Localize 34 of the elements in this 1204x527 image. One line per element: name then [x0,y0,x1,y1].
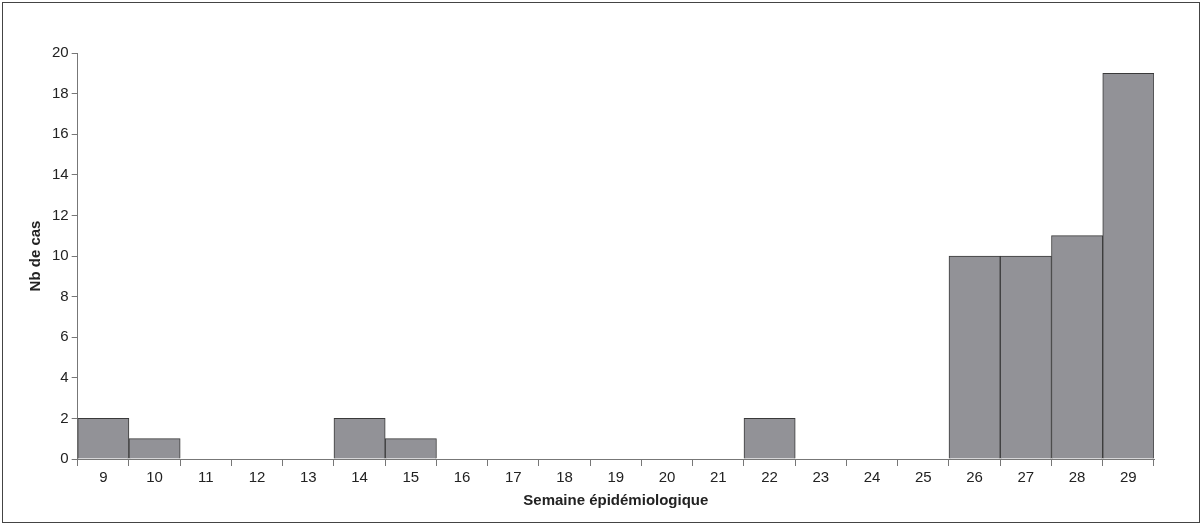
x-tick-label: 27 [1017,468,1035,486]
x-tick-label: 11 [198,468,214,486]
y-tick-label: 16 [52,124,69,142]
x-tick-label: 25 [915,468,932,486]
x-tick-label: 19 [607,468,625,486]
x-tick-label: 14 [351,468,368,486]
y-tick-label: 12 [52,205,69,223]
y-tick-label: 18 [52,83,69,101]
x-tick-label: 18 [556,468,573,486]
y-tick-label: 8 [60,286,69,304]
x-tick-label: 21 [710,468,727,486]
x-tick-label: 17 [504,468,522,486]
y-tick-label: 14 [52,164,69,182]
x-tick-label: 24 [863,468,881,486]
y-tick-label: 10 [52,246,69,264]
x-tick-label: 26 [966,468,983,486]
y-tick-label: 6 [60,327,69,345]
y-tick-label: 0 [60,449,69,467]
x-tick-label: 22 [761,468,778,486]
x-tick-label: 15 [402,468,420,486]
x-tick-label: 20 [658,468,676,486]
x-axis-title: Semaine épidémiologique [523,491,709,509]
y-tick-label: 4 [60,367,69,385]
y-tick-label: 20 [52,43,69,61]
y-axis-title: Nb de cas [26,220,44,292]
x-tick-label: 13 [299,468,317,486]
x-tick-label: 16 [453,468,471,486]
x-tick-label: 23 [812,468,830,486]
x-tick-label: 28 [1068,468,1086,486]
y-tick-label: 2 [60,408,69,426]
x-tick-label: 10 [146,468,163,486]
x-tick-label: 12 [248,468,266,486]
x-tick-label: 9 [99,468,108,486]
x-tick-label: 29 [1120,468,1137,486]
